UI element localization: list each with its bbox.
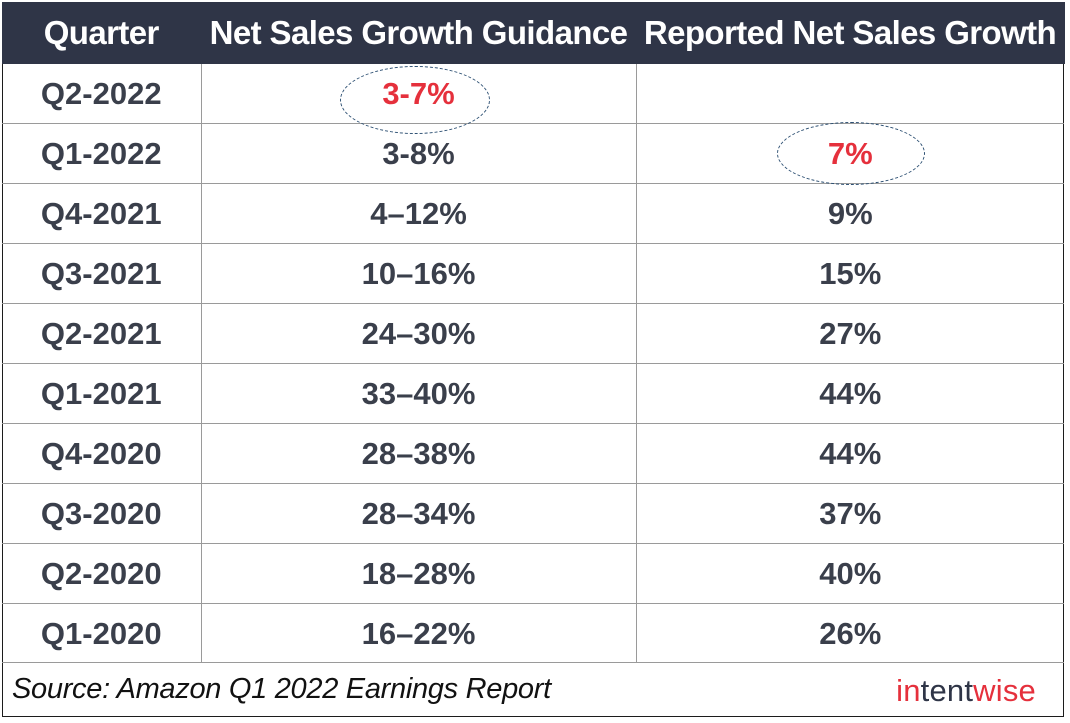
guidance-cell: 10–16% xyxy=(201,243,637,304)
quarter-cell: Q4-2020 xyxy=(2,423,202,484)
table-header: Quarter Net Sales Growth Guidance Report… xyxy=(2,2,1065,64)
guidance-value: 3-7% xyxy=(382,75,455,111)
table-row: Q1-2022 3-8% 7% xyxy=(2,122,1064,185)
reported-cell: 9% xyxy=(636,183,1064,244)
guidance-cell: 28–34% xyxy=(201,483,637,544)
table-row: Q2-2020 18–28% 40% xyxy=(2,543,1064,604)
table-row: Q3-2021 10–16% 15% xyxy=(2,243,1064,304)
reported-cell: 40% xyxy=(636,543,1064,604)
guidance-cell: 16–22% xyxy=(201,603,637,663)
header-reported: Reported Net Sales Growth xyxy=(636,2,1065,64)
guidance-cell: 18–28% xyxy=(201,543,637,604)
source-note: Source: Amazon Q1 2022 Earnings Report xyxy=(12,673,551,705)
header-guidance: Net Sales Growth Guidance xyxy=(201,2,637,64)
reported-cell: 15% xyxy=(636,243,1064,304)
guidance-cell: 3-8% xyxy=(201,123,637,184)
guidance-cell: 3-7% xyxy=(201,64,637,134)
quarter-cell: Q4-2021 xyxy=(2,183,202,244)
reported-cell: 37% xyxy=(636,483,1064,544)
header-row: Quarter Net Sales Growth Guidance Report… xyxy=(2,2,1065,64)
guidance-cell: 33–40% xyxy=(201,363,637,424)
quarter-cell: Q2-2021 xyxy=(2,303,202,364)
guidance-cell: 28–38% xyxy=(201,423,637,484)
reported-cell xyxy=(636,64,1064,124)
reported-cell: 44% xyxy=(636,363,1064,424)
quarter-cell: Q3-2021 xyxy=(2,243,202,304)
quarter-cell: Q2-2022 xyxy=(2,64,202,124)
table-row: Q1-2021 33–40% 44% xyxy=(2,363,1064,424)
quarter-cell: Q1-2020 xyxy=(2,603,202,663)
logo-part-3: wise xyxy=(973,673,1036,708)
reported-cell: 27% xyxy=(636,303,1064,364)
quarter-cell: Q2-2020 xyxy=(2,543,202,604)
table-footer: Source: Amazon Q1 2022 Earnings Report i… xyxy=(2,662,1064,717)
guidance-cell: 24–30% xyxy=(201,303,637,364)
reported-value: 7% xyxy=(827,135,873,171)
reported-cell: 26% xyxy=(636,603,1064,663)
table-row: Q1-2020 16–22% 26% xyxy=(2,603,1064,663)
reported-cell: 44% xyxy=(636,423,1064,484)
quarter-cell: Q3-2020 xyxy=(2,483,202,544)
quarter-cell: Q1-2021 xyxy=(2,363,202,424)
header-quarter: Quarter xyxy=(2,2,202,64)
quarter-cell: Q1-2022 xyxy=(2,123,202,184)
table-row: Q2-2022 3-7% xyxy=(2,64,1064,134)
intentwise-logo: intentwise xyxy=(896,673,1036,709)
growth-table: Quarter Net Sales Growth Guidance Report… xyxy=(2,2,1065,663)
guidance-cell: 4–12% xyxy=(201,183,637,244)
table-row: Q2-2021 24–30% 27% xyxy=(2,303,1064,364)
reported-cell: 7% xyxy=(636,122,1064,185)
logo-part-2: tent xyxy=(920,673,974,708)
table-row: Q3-2020 28–34% 37% xyxy=(2,483,1064,544)
table-row: Q4-2020 28–38% 44% xyxy=(2,423,1064,484)
logo-part-1: in xyxy=(896,673,921,708)
table-row: Q4-2021 4–12% 9% xyxy=(2,183,1064,244)
table-body: Q2-2022 3-7% Q1-2022 3-8% 7% Q4-2021 4–1… xyxy=(2,64,1064,663)
